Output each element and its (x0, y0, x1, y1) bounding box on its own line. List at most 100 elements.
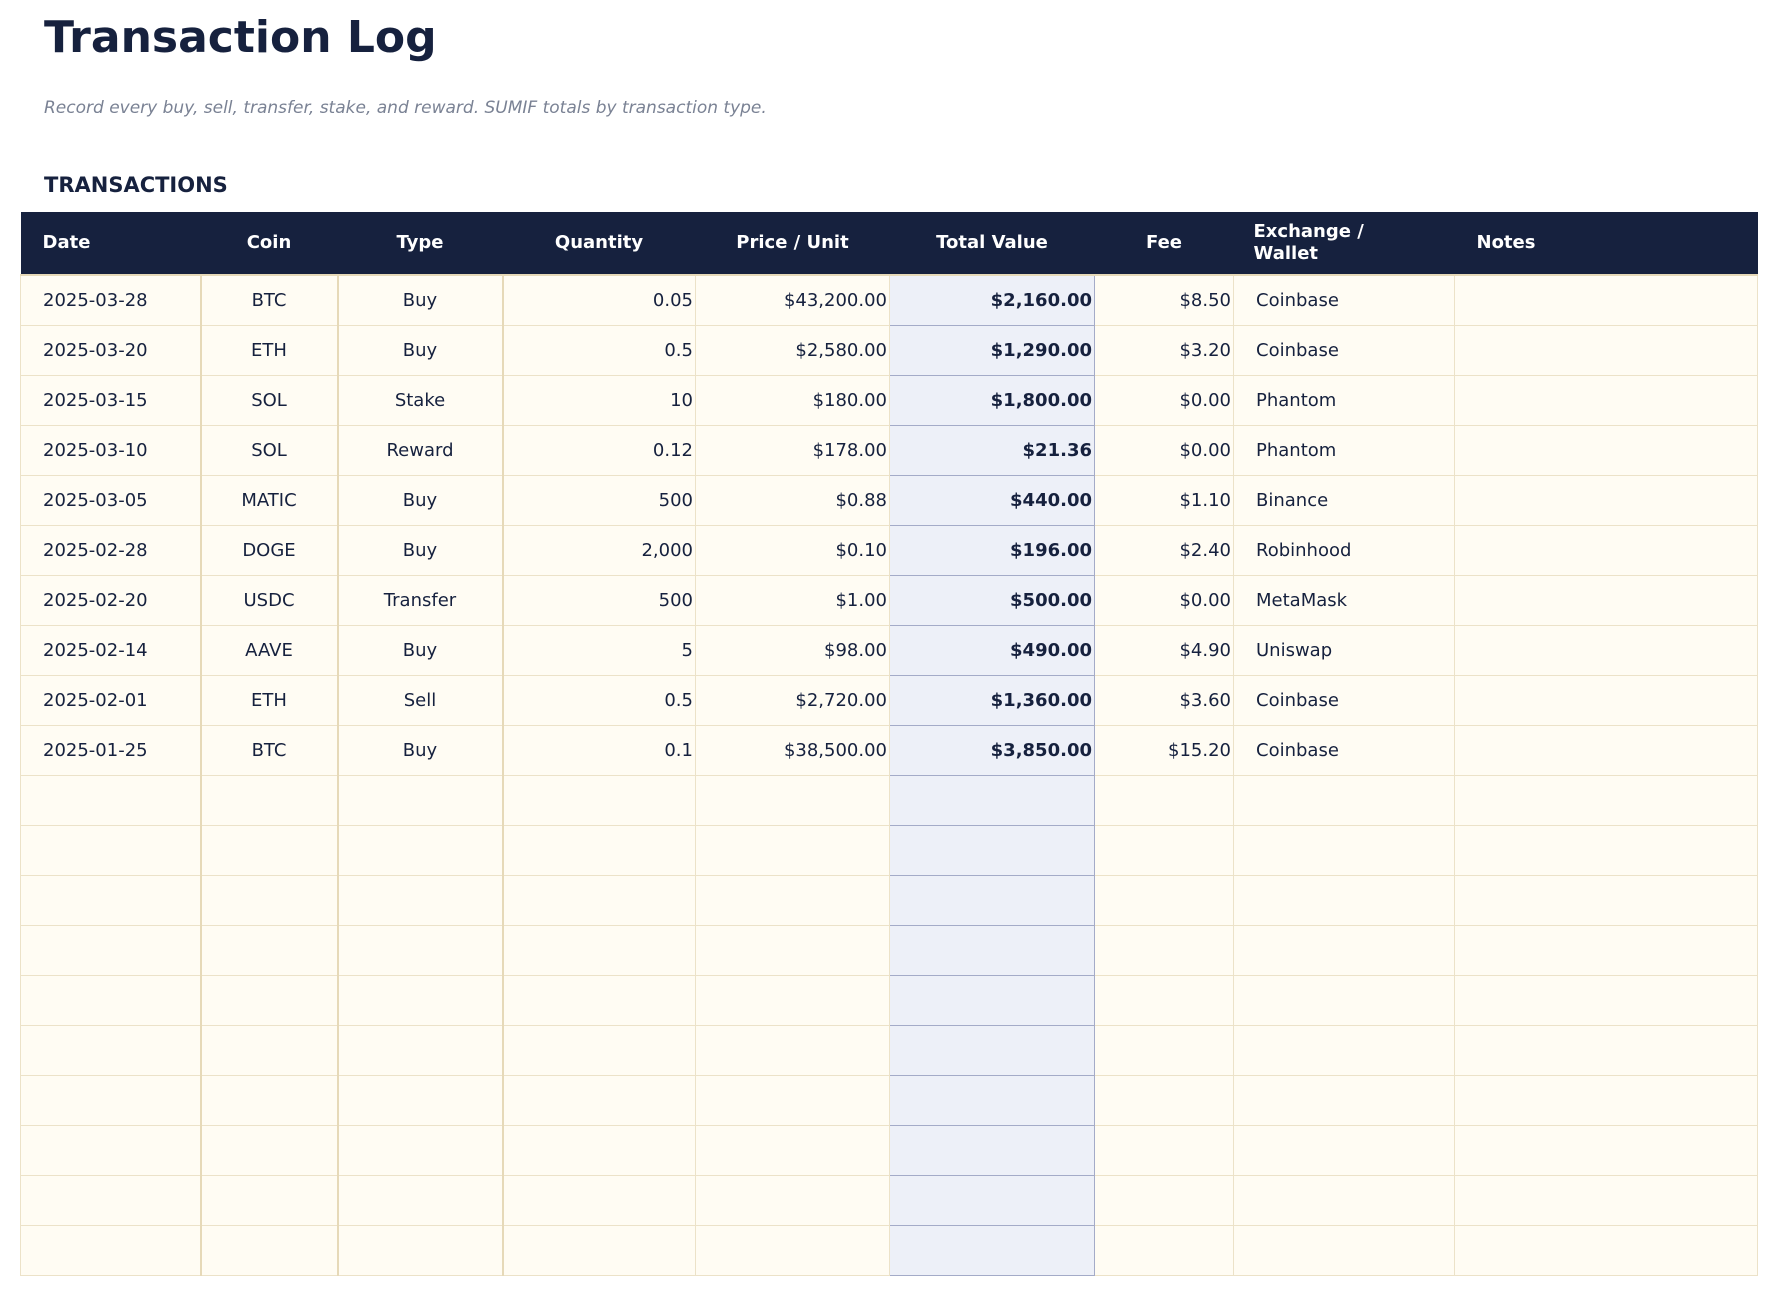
cell-total-value[interactable]: $2,160.00 (889, 274, 1095, 326)
cell-coin[interactable] (199, 825, 338, 876)
cell-total-value[interactable]: $196.00 (889, 525, 1095, 576)
cell-coin[interactable]: BTC (199, 725, 338, 776)
cell-type[interactable] (336, 1175, 503, 1226)
cell-total-value[interactable] (889, 1025, 1095, 1076)
cell-exchange-wallet[interactable] (1233, 925, 1455, 976)
cell-price-unit[interactable]: $38,500.00 (695, 725, 890, 776)
cell-type[interactable] (336, 1075, 503, 1126)
cell-notes[interactable] (1454, 1225, 1758, 1276)
column-header-total-value[interactable]: Total Value (889, 212, 1095, 275)
cell-total-value[interactable] (889, 1225, 1095, 1276)
cell-total-value[interactable] (889, 1075, 1095, 1126)
cell-notes[interactable] (1454, 525, 1758, 576)
cell-date[interactable] (20, 975, 201, 1026)
cell-coin[interactable]: AAVE (199, 625, 338, 676)
cell-fee[interactable] (1094, 1075, 1234, 1126)
cell-price-unit[interactable] (695, 1025, 890, 1076)
cell-fee[interactable]: $8.50 (1094, 274, 1234, 326)
cell-price-unit[interactable] (695, 1075, 890, 1126)
cell-type[interactable]: Buy (336, 475, 503, 526)
cell-quantity[interactable] (501, 975, 696, 1026)
cell-price-unit[interactable] (695, 825, 890, 876)
cell-exchange-wallet[interactable] (1233, 775, 1455, 826)
cell-price-unit[interactable]: $43,200.00 (695, 274, 890, 326)
cell-total-value[interactable]: $1,800.00 (889, 375, 1095, 426)
cell-price-unit[interactable]: $0.10 (695, 525, 890, 576)
cell-fee[interactable]: $0.00 (1094, 575, 1234, 626)
cell-date[interactable]: 2025-02-01 (20, 675, 201, 726)
column-header-type[interactable]: Type (337, 212, 503, 275)
cell-coin[interactable]: ETH (199, 675, 338, 726)
cell-coin[interactable] (199, 1025, 338, 1076)
cell-notes[interactable] (1454, 1025, 1758, 1076)
cell-date[interactable]: 2025-02-14 (20, 625, 201, 676)
cell-type[interactable] (336, 975, 503, 1026)
cell-notes[interactable] (1454, 1125, 1758, 1176)
column-header-quantity[interactable]: Quantity (502, 212, 696, 275)
cell-notes[interactable] (1454, 675, 1758, 726)
cell-exchange-wallet[interactable] (1233, 1075, 1455, 1126)
cell-notes[interactable] (1454, 1075, 1758, 1126)
cell-coin[interactable] (199, 975, 338, 1026)
cell-exchange-wallet[interactable]: Robinhood (1233, 525, 1455, 576)
cell-exchange-wallet[interactable] (1233, 1175, 1455, 1226)
cell-price-unit[interactable]: $178.00 (695, 425, 890, 476)
cell-exchange-wallet[interactable]: Coinbase (1233, 274, 1455, 326)
cell-date[interactable]: 2025-02-28 (20, 525, 201, 576)
cell-date[interactable] (20, 875, 201, 926)
cell-notes[interactable] (1454, 575, 1758, 626)
cell-fee[interactable] (1094, 1175, 1234, 1226)
cell-total-value[interactable] (889, 1125, 1095, 1176)
cell-notes[interactable] (1454, 875, 1758, 926)
cell-total-value[interactable]: $500.00 (889, 575, 1095, 626)
cell-quantity[interactable]: 0.1 (501, 725, 696, 776)
cell-notes[interactable] (1454, 1175, 1758, 1226)
cell-quantity[interactable]: 0.5 (501, 675, 696, 726)
cell-quantity[interactable] (501, 825, 696, 876)
cell-quantity[interactable]: 500 (501, 475, 696, 526)
column-header-exchange-wallet[interactable]: Exchange / Wallet (1233, 212, 1455, 275)
cell-date[interactable]: 2025-03-28 (20, 274, 201, 326)
cell-total-value[interactable]: $490.00 (889, 625, 1095, 676)
cell-quantity[interactable] (501, 1025, 696, 1076)
cell-date[interactable] (20, 1025, 201, 1076)
cell-type[interactable] (336, 775, 503, 826)
cell-type[interactable] (336, 1125, 503, 1176)
cell-type[interactable]: Buy (336, 325, 503, 376)
cell-quantity[interactable]: 0.12 (501, 425, 696, 476)
cell-type[interactable]: Stake (336, 375, 503, 426)
cell-quantity[interactable]: 10 (501, 375, 696, 426)
cell-price-unit[interactable] (695, 1225, 890, 1276)
cell-total-value[interactable] (889, 975, 1095, 1026)
cell-exchange-wallet[interactable] (1233, 875, 1455, 926)
cell-coin[interactable] (199, 1175, 338, 1226)
cell-price-unit[interactable]: $180.00 (695, 375, 890, 426)
cell-price-unit[interactable]: $1.00 (695, 575, 890, 626)
cell-total-value[interactable]: $1,290.00 (889, 325, 1095, 376)
cell-notes[interactable] (1454, 925, 1758, 976)
cell-type[interactable] (336, 925, 503, 976)
cell-total-value[interactable]: $1,360.00 (889, 675, 1095, 726)
cell-type[interactable] (336, 875, 503, 926)
cell-fee[interactable]: $3.60 (1094, 675, 1234, 726)
cell-type[interactable] (336, 1025, 503, 1076)
cell-type[interactable]: Sell (336, 675, 503, 726)
cell-fee[interactable]: $0.00 (1094, 425, 1234, 476)
cell-total-value[interactable] (889, 875, 1095, 926)
cell-coin[interactable] (199, 875, 338, 926)
cell-fee[interactable] (1094, 975, 1234, 1026)
cell-date[interactable] (20, 1125, 201, 1176)
column-header-price-unit[interactable]: Price / Unit (695, 212, 890, 275)
cell-coin[interactable]: SOL (199, 425, 338, 476)
cell-fee[interactable] (1094, 1225, 1234, 1276)
cell-date[interactable]: 2025-03-15 (20, 375, 201, 426)
cell-type[interactable]: Reward (336, 425, 503, 476)
cell-date[interactable] (20, 1175, 201, 1226)
column-header-coin[interactable]: Coin (200, 212, 338, 275)
cell-total-value[interactable]: $440.00 (889, 475, 1095, 526)
cell-coin[interactable]: BTC (199, 274, 338, 326)
cell-coin[interactable] (199, 1125, 338, 1176)
cell-notes[interactable] (1454, 975, 1758, 1026)
cell-type[interactable]: Buy (336, 725, 503, 776)
cell-coin[interactable] (199, 925, 338, 976)
